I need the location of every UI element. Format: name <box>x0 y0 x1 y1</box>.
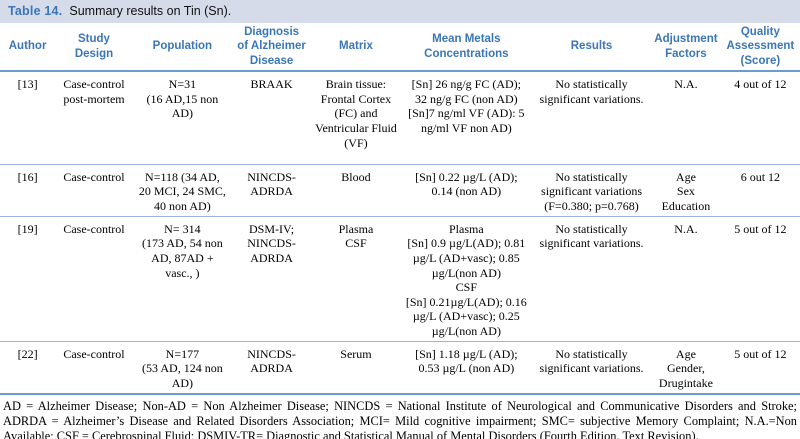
cell-quality: 6 out 12 <box>720 163 800 217</box>
cell-quality: 5 out of 12 <box>720 215 800 342</box>
cell-author: [16] <box>0 163 56 217</box>
table-footnote: AD = Alzheimer Disease; Non-AD = Non Alz… <box>3 398 797 439</box>
cell-study-design: Case-control post-mortem <box>63 77 125 106</box>
cell-concentrations: [Sn] 0.22 µg/L (AD); 0.14 (non AD) <box>400 163 532 217</box>
col-header-author: Author <box>0 23 56 73</box>
col-header-diagnosis: Diagnosis of Alzheimer Disease <box>231 23 312 73</box>
table-row: [13] Case-control post-mortem N=31 (16 A… <box>0 71 800 164</box>
table-row: [16] Case-control N=118 (34 AD, 20 MCI, … <box>0 163 800 217</box>
cell-matrix: Plasma CSF <box>311 215 401 342</box>
cell-adjustment-factors: N.A. <box>674 77 698 92</box>
summary-table: Author Study Design Population Diagnosis… <box>0 23 800 395</box>
cell-matrix: Serum <box>311 340 401 395</box>
cell-study-design: Case-control <box>55 215 133 342</box>
cell-diagnosis: NINCDS- ADRDA <box>231 340 312 395</box>
cell-study-design: Case-control <box>55 163 133 217</box>
cell-author: [22] <box>0 340 56 395</box>
cell-diagnosis: NINCDS- ADRDA <box>231 163 312 217</box>
cell-population: N=177 (53 AD, 124 non AD) <box>132 340 232 395</box>
cell-adjustment-factors: Age Sex Education <box>651 163 721 217</box>
cell-results: No statistically significant variations. <box>531 340 652 395</box>
cell-concentrations: Plasma [Sn] 0.9 µg/L(AD); 0.81 µg/L (AD+… <box>400 215 532 342</box>
cell-results: No statistically significant variations. <box>539 77 644 106</box>
cell-author: [19] <box>0 215 56 342</box>
cell-concentrations: [Sn] 26 ng/g FC (AD); 32 ng/g FC (non AD… <box>408 77 525 135</box>
cell-results: No statistically significant variations … <box>531 163 652 217</box>
cell-quality: 5 out of 12 <box>720 340 800 395</box>
table-row: [19] Case-control N= 314 (173 AD, 54 non… <box>0 215 800 342</box>
cell-quality: 4 out of 12 <box>734 77 787 92</box>
col-header-population: Population <box>132 23 232 73</box>
cell-matrix: Brain tissue: Frontal Cortex (FC) and Ve… <box>315 77 397 150</box>
cell-concentrations: [Sn] 1.18 µg/L (AD); 0.53 µg/L (non AD) <box>400 340 532 395</box>
cell-diagnosis: BRAAK <box>250 77 293 92</box>
cell-population: N= 314 (173 AD, 54 non AD, 87AD + vasc.,… <box>132 215 232 342</box>
cell-author: [13] <box>17 77 38 92</box>
col-header-concentrations: Mean Metals Concentrations <box>400 23 532 73</box>
header-row: Author Study Design Population Diagnosis… <box>0 23 800 73</box>
cell-adjustment-factors: N.A. <box>651 215 721 342</box>
table-number-label: Table 14. <box>8 4 63 18</box>
cell-results: No statistically significant variations. <box>531 215 652 342</box>
cell-diagnosis: DSM-IV; NINCDS- ADRDA <box>231 215 312 342</box>
col-header-results: Results <box>531 23 652 73</box>
cell-adjustment-factors: Age Gender, Drugintake <box>651 340 721 395</box>
table-caption-text: Summary results on Tin (Sn). <box>69 4 232 18</box>
cell-matrix: Blood <box>311 163 401 217</box>
col-header-study-design: Study Design <box>55 23 133 73</box>
cell-population: N=31 (16 AD,15 non AD) <box>146 77 219 121</box>
table-row: [22] Case-control N=177 (53 AD, 124 non … <box>0 340 800 395</box>
cell-population: N=118 (34 AD, 20 MCI, 24 SMC, 40 non AD) <box>132 163 232 217</box>
col-header-quality: Quality Assessment (Score) <box>720 23 800 73</box>
table-caption: Table 14. Summary results on Tin (Sn). <box>0 0 800 23</box>
col-header-matrix: Matrix <box>311 23 401 73</box>
col-header-adjustment-factors: Adjustment Factors <box>651 23 721 73</box>
cell-study-design: Case-control <box>55 340 133 395</box>
